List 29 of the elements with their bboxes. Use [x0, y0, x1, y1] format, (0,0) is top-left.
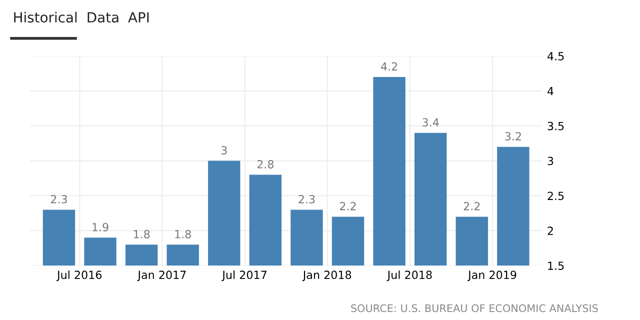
y-tick-label: 4.5 [547, 52, 564, 60]
text: Historical [14, 12, 77, 23]
y-tick-label: 3.5 [548, 122, 564, 130]
data-label: 2.2 [464, 202, 480, 210]
data-label: 1.9 [92, 222, 108, 232]
x-tick-label: Jul 2018 [386, 270, 432, 282]
data-label: 3 [221, 146, 227, 154]
data-label: 1.8 [175, 230, 191, 238]
y-tick-label: 4 [547, 87, 554, 96]
x-tick-label: Jan 2019 [467, 270, 516, 282]
y-tick-label: 1.5 [548, 262, 564, 270]
x-tick-label: Jul 2017 [222, 270, 266, 282]
x-tick-label: Jul 2016 [56, 270, 102, 282]
data-label: 2.2 [340, 202, 356, 210]
text: API [128, 12, 149, 22]
data-label: 2.3 [298, 194, 315, 204]
y-tick-label: 3 [548, 156, 554, 166]
data-label: 1.8 [134, 230, 150, 238]
data-label: 4.2 [381, 62, 398, 70]
source-note: SOURCE: U.S. BUREAU OF ECONOMIC ANALYSIS [351, 304, 598, 312]
data-label: 3.2 [505, 132, 521, 141]
data-label: 2.8 [257, 160, 274, 168]
x-tick-label: Jan 2017 [137, 270, 186, 282]
x-tick-label: Jan 2018 [302, 270, 352, 282]
y-tick-label: 2.5 [548, 192, 564, 200]
y-tick-label: 2 [548, 226, 553, 235]
data-label: 3.4 [422, 118, 439, 127]
text: Data [88, 12, 118, 23]
data-label: 2.3 [50, 194, 67, 204]
